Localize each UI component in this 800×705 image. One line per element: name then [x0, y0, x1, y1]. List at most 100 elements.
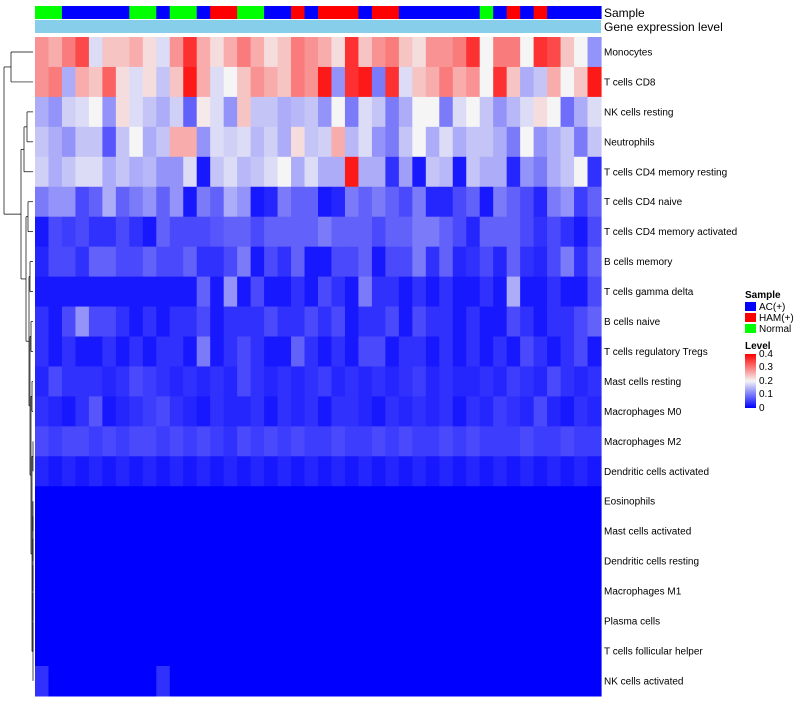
- heatmap-cell: [385, 276, 400, 308]
- heatmap-cell: [371, 576, 386, 607]
- heatmap-cell: [196, 516, 211, 547]
- heatmap-cell: [183, 336, 198, 368]
- heatmap-cell: [587, 126, 602, 158]
- heatmap-cell: [115, 576, 130, 607]
- heatmap-cell: [264, 516, 279, 547]
- heatmap-cell: [156, 186, 171, 218]
- sample-annotation-cell: [358, 6, 373, 19]
- sample-annotation-cell: [533, 6, 548, 19]
- heatmap-cell: [223, 156, 238, 188]
- heatmap-cell: [385, 126, 400, 158]
- heatmap-cell: [183, 456, 198, 487]
- heatmap-cell: [533, 336, 548, 368]
- heatmap-cell: [264, 606, 279, 637]
- heatmap-cell: [250, 636, 265, 667]
- heatmap-cell: [129, 486, 144, 517]
- heatmap-cell: [533, 156, 548, 188]
- sample-annotation-cell: [452, 6, 467, 19]
- heatmap-cell: [61, 606, 77, 637]
- heatmap-cell: [210, 576, 225, 607]
- heatmap-cell: [210, 546, 225, 577]
- heatmap-cell: [250, 396, 265, 427]
- sample-annotation-cell: [318, 6, 333, 19]
- heatmap-cell: [358, 396, 373, 427]
- heatmap-cell: [493, 156, 508, 188]
- heatmap-cell: [75, 336, 90, 368]
- heatmap-cells: [35, 37, 602, 697]
- heatmap-cell: [547, 306, 562, 338]
- heatmap-cell: [35, 426, 50, 457]
- heatmap-cell: [35, 516, 50, 547]
- heatmap-cell: [223, 37, 238, 68]
- sample-annotation-cell: [493, 6, 508, 19]
- heatmap-cell: [75, 516, 90, 547]
- heatmap-cell: [250, 156, 265, 188]
- heatmap-cell: [291, 126, 306, 158]
- heatmap-cell: [560, 576, 575, 607]
- heatmap-cell: [169, 186, 184, 218]
- heatmap-cell: [439, 96, 454, 128]
- heatmap-cell: [264, 156, 279, 188]
- heatmap-cell: [115, 186, 130, 218]
- sample-annotation-cell: [547, 6, 562, 19]
- heatmap-cell: [102, 246, 117, 278]
- heatmap-cell: [223, 426, 238, 457]
- heatmap-cell: [156, 336, 171, 368]
- heatmap-cell: [452, 96, 467, 128]
- heatmap-cell: [385, 426, 400, 457]
- heatmap-cell: [560, 606, 575, 637]
- heatmap-cell: [587, 156, 602, 188]
- heatmap-cell: [156, 246, 171, 278]
- heatmap-cell: [587, 636, 602, 667]
- heatmap-cell: [479, 126, 494, 158]
- heatmap-cell: [61, 306, 77, 338]
- sample-annotation-cell: [61, 6, 77, 19]
- heatmap-cell: [452, 37, 467, 68]
- heatmap-cell: [412, 456, 427, 487]
- heatmap-cell: [102, 336, 117, 368]
- heatmap-cell: [493, 66, 508, 98]
- heatmap-cell: [223, 246, 238, 278]
- heatmap-cell: [223, 216, 238, 248]
- heatmap-cell: [115, 246, 130, 278]
- heatmap-cell: [102, 156, 117, 188]
- heatmap-cell: [533, 486, 548, 517]
- heatmap-cell: [169, 156, 184, 188]
- heatmap-cell: [479, 576, 494, 607]
- heatmap-cell: [547, 246, 562, 278]
- heatmap-cell: [304, 216, 319, 248]
- heatmap-cell: [344, 636, 360, 667]
- heatmap-cell: [102, 186, 117, 218]
- heatmap-cell: [61, 126, 77, 158]
- heatmap-cell: [304, 156, 319, 188]
- heatmap-cell: [331, 366, 346, 397]
- heatmap-cell: [439, 426, 454, 457]
- heatmap-cell: [574, 276, 589, 308]
- heatmap-cell: [75, 66, 90, 98]
- heatmap-cell: [102, 396, 117, 427]
- heatmap-cell: [398, 37, 413, 68]
- heatmap-cell: [196, 186, 211, 218]
- heatmap-cell: [344, 516, 360, 547]
- legend-sample-title: Sample: [745, 290, 781, 301]
- heatmap-cell: [183, 37, 198, 68]
- sample-annotation-cell: [48, 6, 63, 19]
- heatmap-cell: [115, 366, 130, 397]
- heatmap-cell: [331, 486, 346, 517]
- sample-annotation-cell: [466, 6, 481, 19]
- heatmap-cell: [479, 66, 494, 98]
- heatmap-cell: [452, 486, 467, 517]
- heatmap-cell: [466, 576, 481, 607]
- heatmap-cell: [452, 246, 467, 278]
- heatmap-cell: [169, 606, 184, 637]
- heatmap-cell: [115, 96, 130, 128]
- heatmap-cell: [169, 576, 184, 607]
- heatmap-cell: [560, 126, 575, 158]
- heatmap-cell: [250, 66, 265, 98]
- heatmap-cell: [237, 306, 252, 338]
- heatmap-cell: [466, 486, 481, 517]
- heatmap-cell: [196, 606, 211, 637]
- heatmap-cell: [318, 486, 333, 517]
- heatmap-cell: [88, 426, 103, 457]
- heatmap-cell: [183, 606, 198, 637]
